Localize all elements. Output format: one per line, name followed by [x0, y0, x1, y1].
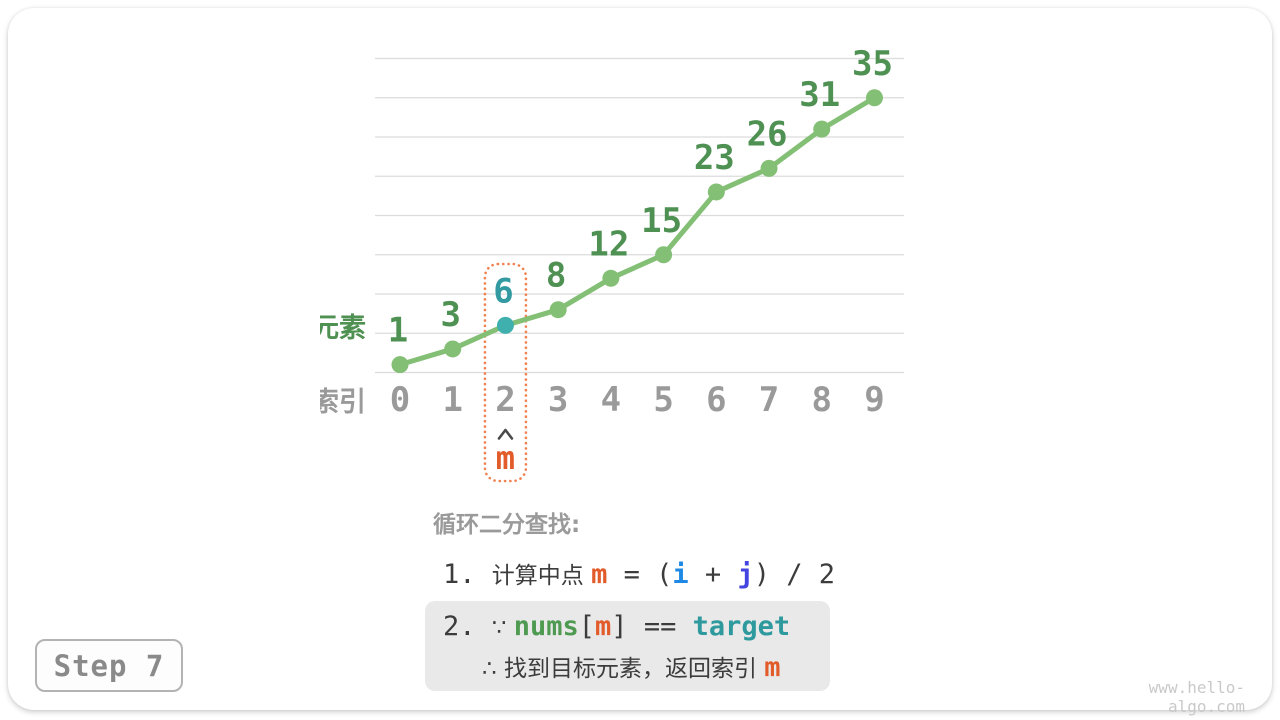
value-label: 26 [747, 114, 788, 154]
step-badge: Step 7 [35, 639, 183, 692]
text-segment-code: 1. [443, 559, 492, 590]
explanation-step1-line: 1. 计算中点 m = (i + j) / 2 [443, 556, 835, 590]
text-segment-code: + [688, 559, 738, 590]
text-segment-code: ] [611, 611, 628, 642]
text-segment-code: 2. [443, 611, 492, 642]
index-label: 7 [759, 380, 779, 420]
index-label: 4 [601, 380, 621, 420]
index-label: 6 [706, 380, 726, 420]
data-point [655, 246, 673, 264]
value-label: 1 [388, 311, 408, 351]
data-point [707, 183, 725, 201]
text-segment-i: i [672, 559, 689, 590]
index-label: 5 [653, 380, 673, 420]
text-segment-target: target [692, 611, 791, 642]
midpoint-marker-label: m [496, 439, 515, 477]
watermark: www.hello-algo.com [1148, 678, 1245, 716]
text-segment-m: m [595, 611, 612, 642]
text-segment-code: == [627, 611, 693, 642]
value-label: 35 [852, 45, 893, 84]
text-segment-plain: ∴ [482, 656, 504, 682]
y-axis-label: 元素 [320, 313, 366, 344]
explanation-step2-line1: 2. ∵ nums[m] == target [443, 608, 830, 649]
value-label: 23 [694, 138, 735, 178]
line-series [397, 95, 877, 368]
index-label: 2 [495, 380, 515, 420]
caret-up-icon [497, 428, 514, 440]
value-label: 3 [440, 295, 460, 335]
index-label: 1 [442, 380, 462, 420]
value-label: 15 [641, 201, 682, 241]
data-point [602, 269, 620, 287]
value-label: 6 [493, 271, 513, 311]
text-segment-code: [ [578, 611, 596, 642]
explanation-heading: 循环二分查找: [433, 512, 581, 538]
diagram-card [8, 8, 1272, 710]
text-segment-plain: 找到目标元素，返回索引 [503, 656, 765, 682]
text-segment-plain: ∵ [491, 615, 514, 641]
text-segment-m: m [764, 652, 781, 683]
index-label: 9 [864, 380, 884, 420]
explanation-step2-line2: ∴ 找到目标元素，返回索引 m [482, 649, 830, 690]
index-label: 0 [390, 380, 410, 420]
data-point [549, 301, 567, 319]
explanation-step2-highlight-box: 2. ∵ nums[m] == target ∴ 找到目标元素，返回索引 m [425, 601, 830, 691]
data-point [391, 356, 409, 374]
value-label: 8 [546, 256, 566, 296]
text-segment-code: ) / 2 [753, 559, 835, 590]
data-point [444, 340, 462, 358]
index-label: 3 [548, 380, 568, 420]
data-point-highlighted [496, 316, 514, 334]
data-point [813, 120, 831, 138]
value-label: 12 [588, 224, 629, 264]
data-point [865, 89, 883, 107]
step-badge-label: Step 7 [53, 648, 165, 683]
midpoint-highlight-box [483, 262, 528, 483]
x-axis-label: 索引 [320, 387, 366, 418]
text-segment-j: j [737, 559, 754, 590]
value-label: 31 [799, 75, 840, 115]
text-segment-m: m [591, 559, 608, 590]
text-segment-nums: nums [513, 611, 579, 642]
index-label: 8 [812, 380, 832, 420]
data-point [760, 159, 778, 177]
text-segment-code: = ( [607, 559, 673, 590]
text-segment-plain: 计算中点 [491, 563, 592, 589]
